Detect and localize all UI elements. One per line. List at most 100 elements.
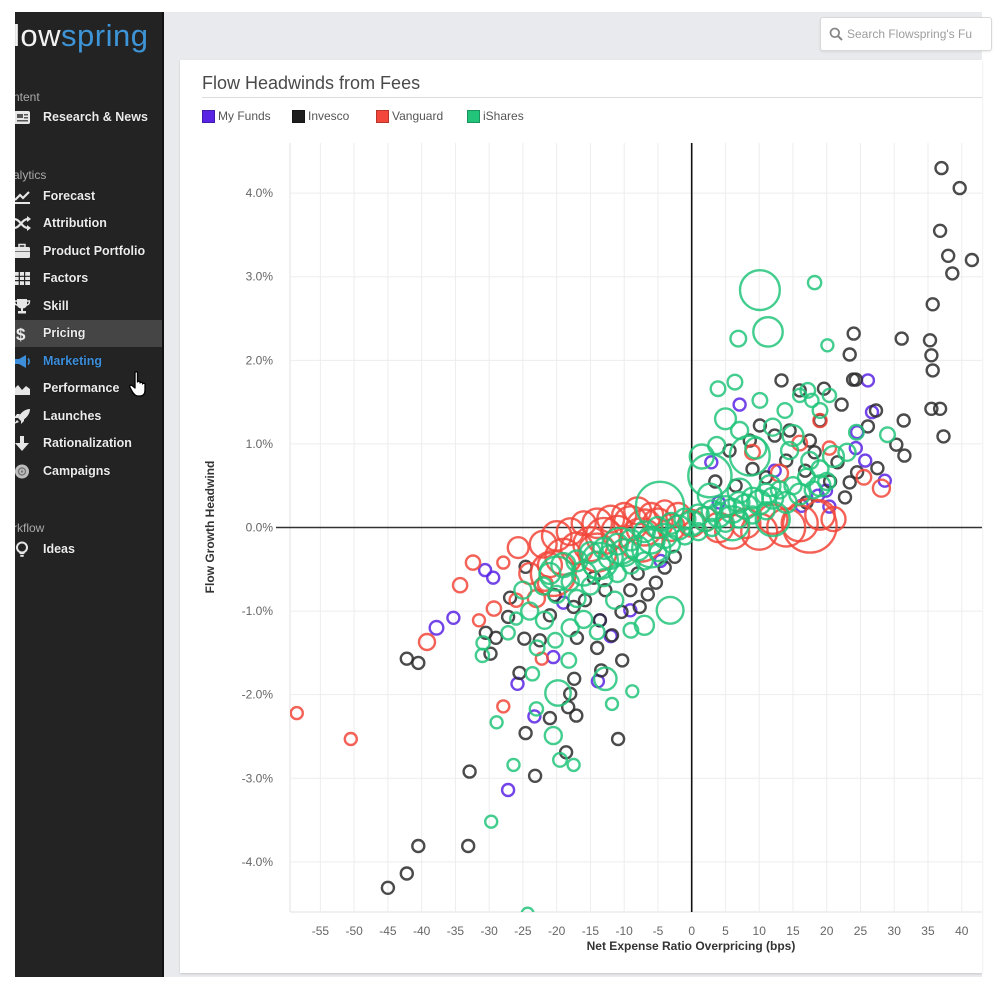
ishares-point[interactable] (820, 338, 835, 353)
ishares-point[interactable] (484, 814, 499, 829)
invesco-point[interactable] (848, 372, 863, 387)
sidebar-item-product-portfolio[interactable]: Product Portfolio (15, 238, 162, 265)
invesco-point[interactable] (648, 575, 664, 590)
sidebar-item-research-news[interactable]: Research & News (15, 104, 162, 131)
ishares-point[interactable] (726, 373, 744, 391)
invesco-point[interactable] (932, 223, 948, 239)
ishares-point[interactable] (726, 477, 753, 504)
invesco-point[interactable] (623, 583, 638, 598)
ishares-point[interactable] (808, 474, 832, 498)
ishares-point[interactable] (728, 434, 771, 477)
invesco-point[interactable] (897, 448, 912, 463)
ishares-point[interactable] (713, 407, 738, 431)
ishares-point[interactable] (604, 696, 620, 712)
ishares-point[interactable] (538, 555, 575, 592)
vanguard-point[interactable] (417, 632, 437, 652)
my-funds-point[interactable] (428, 619, 445, 636)
invesco-point[interactable] (752, 418, 768, 433)
vanguard-point[interactable] (496, 699, 511, 714)
ishares-point[interactable] (821, 387, 838, 404)
invesco-point[interactable] (842, 347, 857, 362)
sidebar-item-launches[interactable]: Launches (15, 403, 162, 430)
ishares-point[interactable] (560, 618, 580, 638)
invesco-point[interactable] (868, 403, 884, 418)
ishares-point[interactable] (800, 450, 820, 471)
sidebar-item-marketing[interactable]: Marketing (15, 348, 162, 375)
ishares-point[interactable] (534, 610, 555, 630)
ishares-point[interactable] (847, 423, 865, 441)
vanguard-point[interactable] (343, 731, 359, 747)
ishares-point[interactable] (509, 611, 524, 626)
ishares-point[interactable] (528, 639, 546, 657)
sidebar-item-skill[interactable]: Skill (15, 293, 162, 320)
invesco-point[interactable] (925, 297, 940, 312)
invesco-point[interactable] (894, 331, 909, 346)
vanguard-point[interactable] (471, 613, 487, 628)
invesco-point[interactable] (924, 401, 939, 416)
ishares-point[interactable] (552, 751, 569, 768)
ishares-point[interactable] (811, 402, 829, 420)
vanguard-point[interactable] (506, 536, 530, 560)
invesco-point[interactable] (567, 671, 582, 686)
ishares-point[interactable] (799, 381, 817, 399)
ishares-point[interactable] (625, 684, 640, 699)
invesco-point[interactable] (542, 710, 558, 726)
ishares-point[interactable] (837, 442, 857, 462)
invesco-point[interactable] (594, 663, 609, 678)
ishares-point[interactable] (574, 609, 594, 630)
vanguard-point[interactable] (820, 505, 847, 533)
invesco-point[interactable] (922, 333, 938, 348)
invesco-point[interactable] (380, 880, 396, 895)
ishares-point[interactable] (659, 511, 683, 535)
invesco-point[interactable] (527, 768, 543, 783)
vanguard-point[interactable] (496, 555, 511, 570)
invesco-point[interactable] (399, 651, 415, 666)
invesco-point[interactable] (569, 708, 584, 723)
invesco-point[interactable] (834, 397, 849, 412)
ishares-point[interactable] (752, 315, 784, 348)
sidebar-item-forecast[interactable]: Forecast (15, 183, 162, 210)
sidebar-item-pricing[interactable]: $ Pricing (15, 320, 162, 347)
invesco-point[interactable] (870, 461, 885, 476)
ishares-point[interactable] (544, 679, 572, 707)
invesco-point[interactable] (462, 764, 477, 779)
ishares-point[interactable] (707, 435, 727, 456)
invesco-point[interactable] (802, 433, 817, 448)
my-funds-point[interactable] (486, 570, 501, 585)
ishares-point[interactable] (619, 528, 643, 552)
invesco-point[interactable] (500, 609, 516, 625)
invesco-point[interactable] (792, 383, 807, 398)
invesco-point[interactable] (924, 348, 939, 363)
ishares-point[interactable] (588, 623, 606, 641)
ishares-point[interactable] (655, 595, 685, 625)
invesco-point[interactable] (842, 475, 857, 490)
ishares-point[interactable] (803, 480, 823, 500)
ishares-point[interactable] (513, 580, 533, 600)
ishares-point[interactable] (686, 503, 710, 527)
ishares-point[interactable] (729, 329, 748, 348)
ishares-point[interactable] (528, 701, 545, 717)
sidebar-item-campaigns[interactable]: Campaigns (15, 458, 162, 485)
vanguard-point[interactable] (529, 549, 577, 598)
ishares-point[interactable] (506, 757, 521, 773)
my-funds-point[interactable] (732, 397, 747, 412)
ishares-point[interactable] (621, 555, 641, 575)
invesco-point[interactable] (945, 266, 960, 281)
invesco-point[interactable] (615, 653, 630, 668)
ishares-point[interactable] (879, 426, 897, 444)
ishares-point[interactable] (474, 647, 491, 664)
vanguard-point[interactable] (812, 412, 828, 429)
vanguard-point[interactable] (871, 478, 892, 498)
ishares-point[interactable] (543, 725, 563, 746)
ishares-point[interactable] (783, 476, 803, 496)
invesco-point[interactable] (518, 725, 533, 741)
ishares-point[interactable] (804, 392, 820, 409)
invesco-point[interactable] (774, 373, 789, 388)
invesco-point[interactable] (934, 160, 949, 176)
invesco-point[interactable] (941, 248, 956, 264)
ishares-point[interactable] (622, 621, 640, 639)
ishares-point[interactable] (560, 651, 578, 669)
ishares-point[interactable] (751, 391, 769, 409)
vanguard-point[interactable] (821, 440, 838, 456)
my-funds-point[interactable] (858, 453, 873, 468)
